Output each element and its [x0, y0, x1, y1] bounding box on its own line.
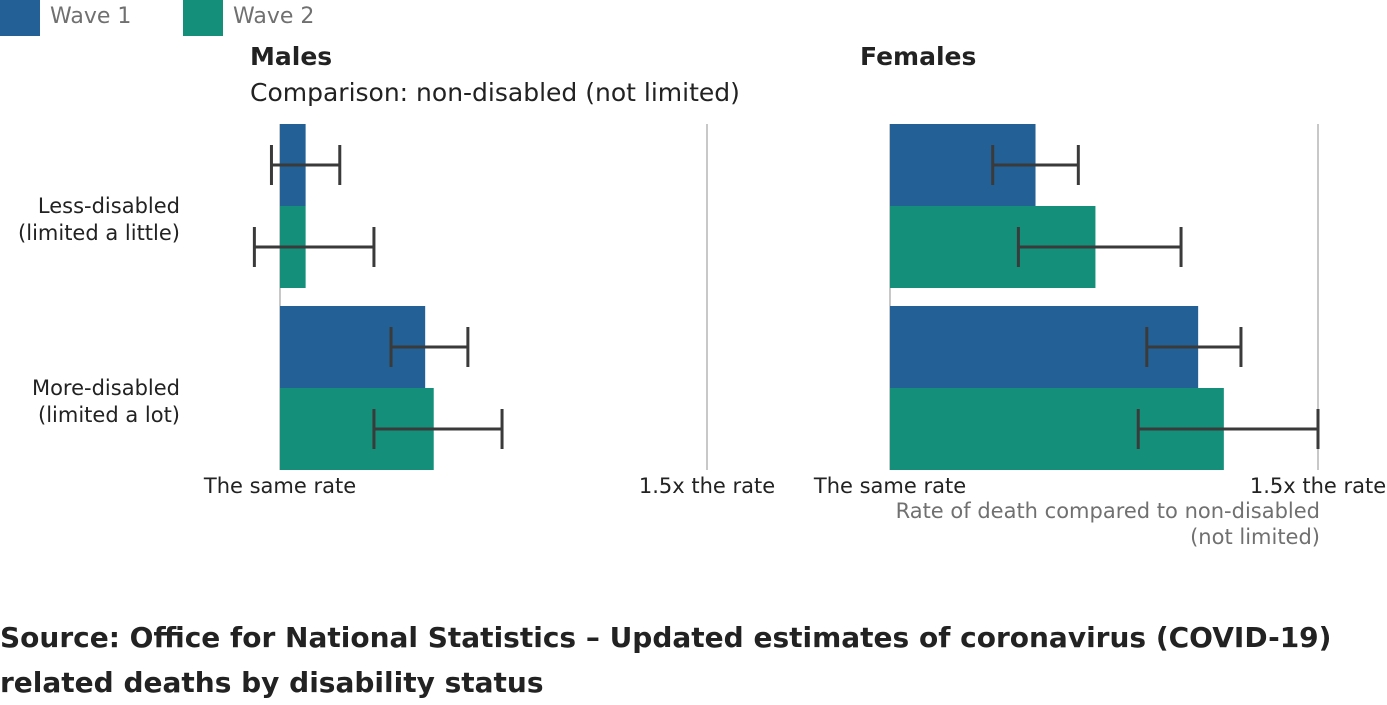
legend-swatch-wave-1: [0, 0, 40, 36]
males-panel-title: Males: [250, 42, 333, 71]
chart-area: The same rate 1.5x the rate The same rate 1…: [203, 124, 1386, 498]
females-panel-title: Females: [860, 42, 977, 71]
males-panel-subtitle: Comparison: non-disabled (not limited): [250, 78, 740, 107]
category-label-more-disabled: More-disabled (limited a lot): [31, 376, 180, 427]
legend-label-wave-2: Wave 2: [233, 4, 315, 29]
males-tick-label-0: The same rate: [203, 474, 356, 498]
legend-label-wave-1: Wave 1: [50, 4, 132, 29]
males-tick-label-1: 1.5x the rate: [639, 474, 775, 498]
category-label-less-disabled: Less-disabled (limited a little): [18, 194, 180, 245]
legend-swatch-wave-2: [183, 0, 223, 36]
x-axis-title: Rate of death compared to non-disabled (…: [895, 499, 1320, 549]
females-tick-label-1: 1.5x the rate: [1250, 474, 1386, 498]
females-tick-label-0: The same rate: [813, 474, 966, 498]
source-note: Source: Office for National Statistics –…: [0, 621, 1332, 699]
